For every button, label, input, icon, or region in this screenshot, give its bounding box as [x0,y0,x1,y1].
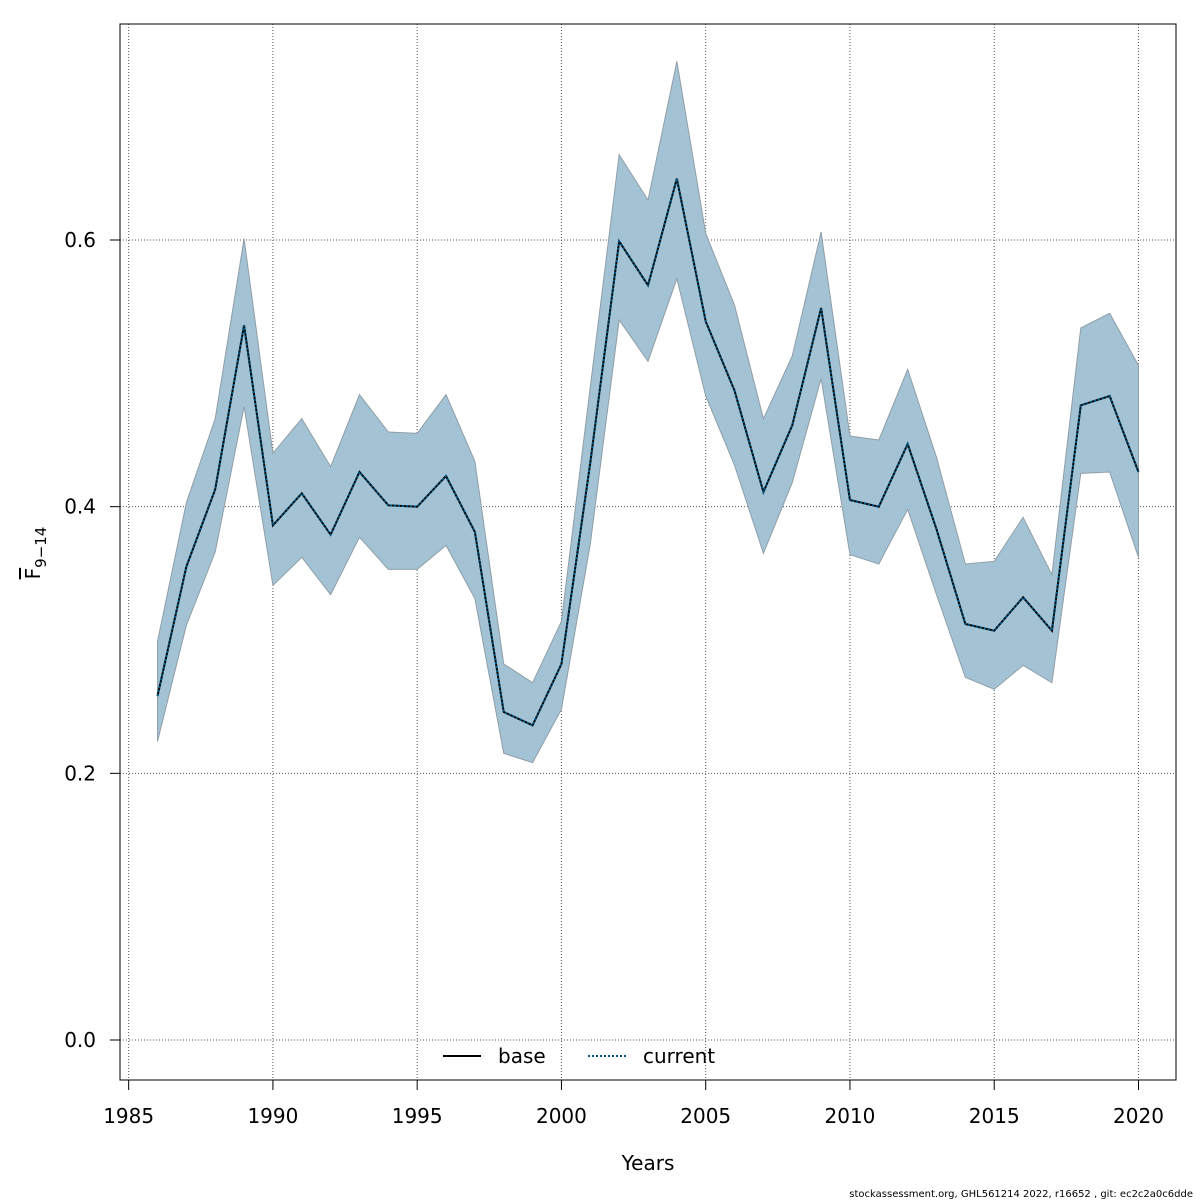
x-tick-label-2005: 2005 [680,1104,731,1128]
x-tick-label-1985: 1985 [103,1104,154,1128]
y-axis-title: F9−14 [21,527,50,580]
y-axis-title-subscript: 9−14 [32,527,50,568]
y-tick-label-0.0: 0.0 [64,1028,96,1052]
y-axis-title-main: F [21,568,45,580]
grid [120,24,1176,1080]
svg-text:F9−14: F9−14 [21,527,50,580]
confidence-band [157,61,1139,764]
footer-note: stockassessment.org, GHL561214 2022, r16… [849,1189,1193,1200]
y-tick-label-0.6: 0.6 [64,228,96,252]
y-tick-label-0.4: 0.4 [64,495,96,519]
x-tick-label-2020: 2020 [1113,1104,1164,1128]
legend-base-label: base [498,1044,546,1068]
legend: base current [443,1044,715,1068]
x-tick-label-1995: 1995 [392,1104,443,1128]
x-axis-title: Years [621,1151,675,1175]
y-tick-label-0.2: 0.2 [64,761,96,785]
x-tick-label-2010: 2010 [825,1104,876,1128]
legend-current-label: current [643,1044,715,1068]
x-tick-label-1990: 1990 [247,1104,298,1128]
x-tick-label-2000: 2000 [536,1104,587,1128]
series-current-line [156,178,1140,727]
axes: 1985 1990 1995 2000 2005 2010 2015 2020 0.0 0.2 0.… [64,228,1164,1128]
x-tick-label-2015: 2015 [969,1104,1020,1128]
